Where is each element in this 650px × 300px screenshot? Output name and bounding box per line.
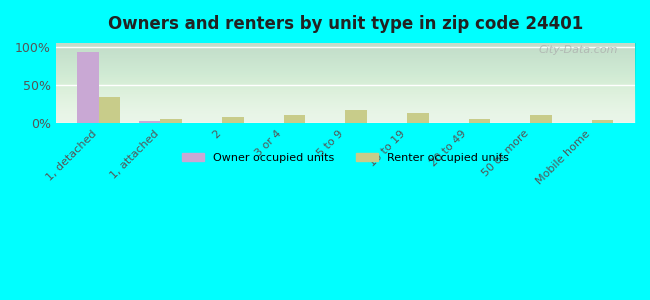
Bar <box>592 119 614 123</box>
Bar <box>139 121 161 123</box>
Bar <box>284 115 306 123</box>
Bar <box>161 119 182 123</box>
Bar <box>222 117 244 123</box>
Bar <box>407 112 428 123</box>
Bar <box>530 115 552 123</box>
Title: Owners and renters by unit type in zip code 24401: Owners and renters by unit type in zip c… <box>108 15 583 33</box>
Bar <box>77 52 99 123</box>
Bar <box>469 119 490 123</box>
Legend: Owner occupied units, Renter occupied units: Owner occupied units, Renter occupied un… <box>177 149 514 168</box>
Bar <box>345 110 367 123</box>
Bar <box>99 97 120 123</box>
Text: City-Data.com: City-Data.com <box>538 45 617 55</box>
